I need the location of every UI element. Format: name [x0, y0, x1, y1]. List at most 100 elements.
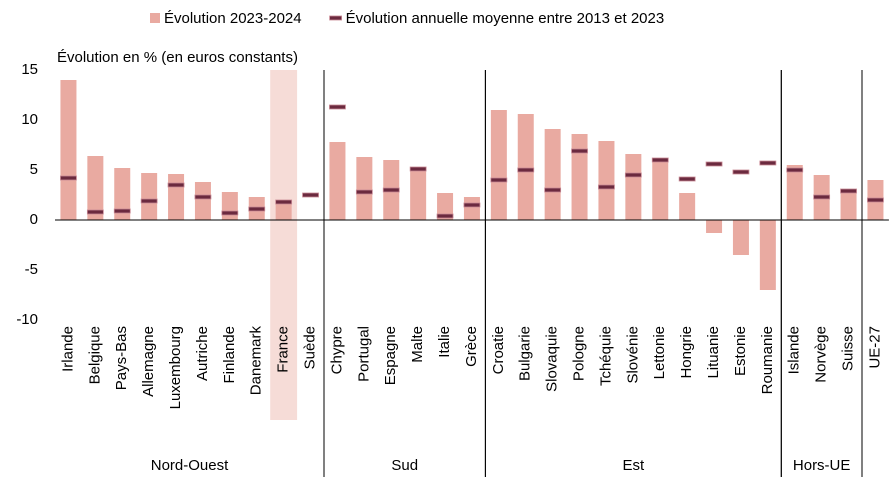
- marker: [813, 194, 831, 200]
- marker: [867, 197, 884, 203]
- marker: [194, 194, 212, 200]
- x-tick-label: Slovaquie: [544, 326, 561, 392]
- x-tick-label: Chypre: [328, 326, 345, 374]
- y-tick-label: 10: [21, 111, 38, 128]
- marker: [598, 184, 615, 190]
- x-tick-label: Slovénie: [624, 326, 641, 384]
- marker: [409, 166, 427, 172]
- group-label: Sud: [391, 457, 418, 474]
- marker: [60, 175, 77, 181]
- marker: [786, 167, 804, 173]
- x-tick-label: Danemark: [248, 326, 265, 396]
- x-tick-label: Espagne: [382, 326, 399, 385]
- bar: [410, 170, 427, 220]
- legend-label: Évolution annuelle moyenne entre 2013 et…: [346, 10, 665, 27]
- y-tick-label: 5: [30, 161, 38, 178]
- marker: [651, 157, 669, 163]
- bar: [759, 220, 776, 290]
- legend-label: Évolution 2023-2024: [164, 10, 302, 27]
- marker: [86, 209, 104, 215]
- bar: [168, 174, 185, 220]
- x-tick-label: Suède: [302, 326, 319, 369]
- marker: [113, 208, 131, 214]
- marker: [759, 160, 777, 166]
- marker: [302, 192, 319, 198]
- marker: [490, 177, 508, 183]
- marker: [167, 182, 185, 188]
- bar: [356, 157, 373, 220]
- x-tick-label: Italie: [436, 326, 453, 358]
- x-tick-label: Belgique: [86, 326, 103, 384]
- x-tick-label: Pologne: [571, 326, 588, 381]
- bar: [194, 182, 211, 220]
- x-tick-label: Portugal: [355, 326, 372, 382]
- legend-swatch: [329, 15, 343, 21]
- x-tick-label: Autriche: [194, 326, 211, 381]
- x-tick-label: Irlande: [59, 326, 76, 372]
- marker: [678, 176, 696, 182]
- bar: [141, 173, 158, 220]
- marker: [517, 167, 535, 173]
- marker: [382, 187, 400, 193]
- group-label: Hors-UE: [793, 457, 851, 474]
- bar: [652, 161, 669, 220]
- bar: [221, 192, 238, 220]
- x-tick-label: Croatie: [490, 326, 507, 374]
- bar: [490, 110, 507, 220]
- marker: [355, 189, 373, 195]
- x-tick-label: Finlande: [221, 326, 238, 384]
- marker: [544, 187, 562, 193]
- x-tick-label: Suisse: [840, 326, 857, 371]
- marker: [275, 199, 293, 205]
- group-label: Nord-Ouest: [151, 457, 229, 474]
- bar: [732, 220, 749, 255]
- x-tick-label: Malte: [409, 326, 426, 363]
- group-label: Est: [623, 457, 646, 474]
- y-tick-label: -10: [16, 311, 38, 328]
- bar: [679, 193, 696, 220]
- marker: [732, 169, 750, 175]
- bar: [463, 197, 480, 220]
- x-tick-label: Islande: [786, 326, 803, 374]
- bar: [114, 168, 131, 220]
- bar: [60, 80, 77, 220]
- bar: [706, 220, 723, 233]
- bar: [517, 114, 534, 220]
- bar: [625, 154, 642, 220]
- bar: [840, 193, 857, 220]
- marker: [436, 213, 454, 219]
- bar: [87, 156, 104, 220]
- marker: [221, 210, 239, 216]
- y-tick-label: -5: [25, 261, 38, 278]
- bar: [329, 142, 346, 220]
- x-tick-label: Norvège: [813, 326, 830, 383]
- x-tick-label: Grèce: [463, 326, 480, 367]
- bar: [571, 134, 588, 220]
- bar: [598, 141, 615, 220]
- x-tick-label: Roumanie: [759, 326, 776, 394]
- marker: [329, 104, 346, 110]
- x-tick-label: Bulgarie: [517, 326, 534, 381]
- y-axis-label: Évolution en % (en euros constants): [57, 49, 298, 66]
- x-tick-label: Lettonie: [651, 326, 668, 379]
- x-tick-label: Estonie: [732, 326, 749, 376]
- marker: [705, 161, 723, 167]
- x-tick-label: UE-27: [866, 326, 883, 369]
- marker: [840, 188, 857, 194]
- marker: [140, 198, 158, 204]
- x-tick-label: Lituanie: [705, 326, 722, 379]
- x-tick-label: France: [275, 326, 292, 373]
- marker: [463, 202, 481, 208]
- x-tick-label: Hongrie: [678, 326, 695, 379]
- y-tick-label: 15: [21, 61, 38, 78]
- highlight-band: [270, 70, 298, 420]
- marker: [248, 206, 266, 212]
- y-tick-label: 0: [30, 211, 38, 228]
- marker: [624, 172, 642, 178]
- legend-swatch: [150, 13, 160, 23]
- bar: [786, 165, 803, 220]
- x-tick-label: Allemagne: [140, 326, 157, 397]
- bar: [544, 129, 561, 220]
- x-tick-label: Luxembourg: [167, 326, 184, 409]
